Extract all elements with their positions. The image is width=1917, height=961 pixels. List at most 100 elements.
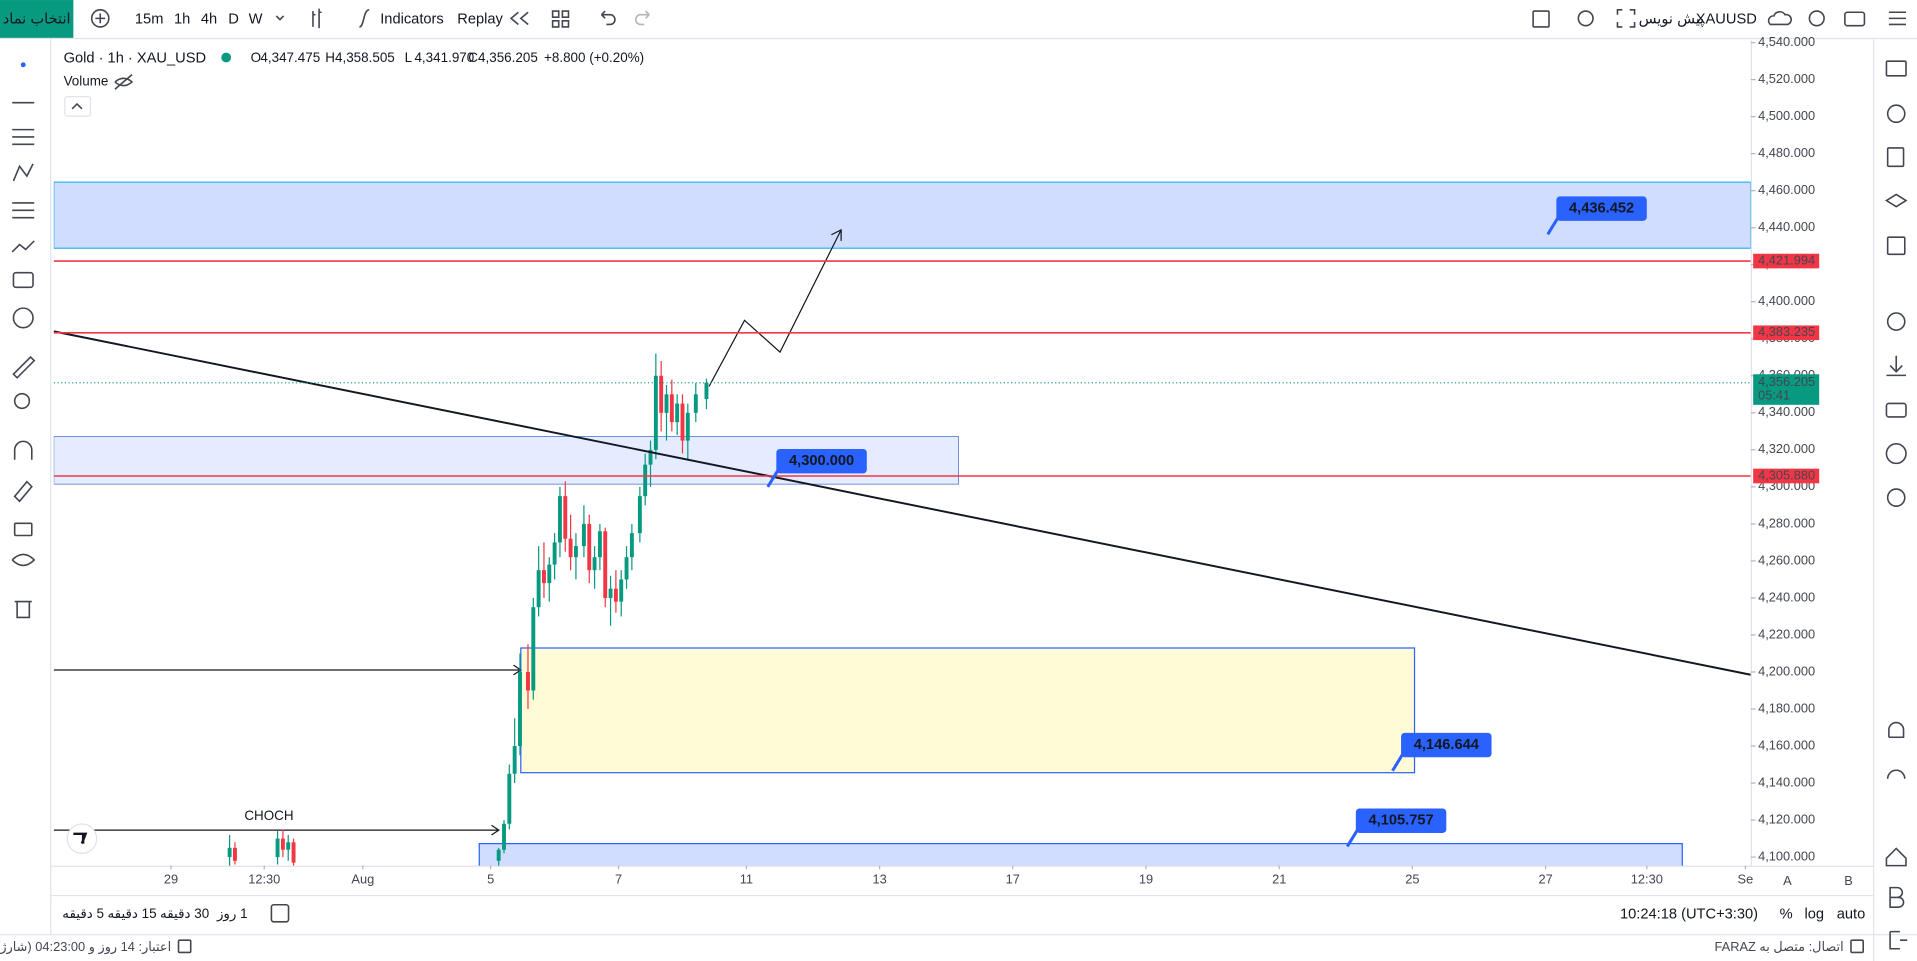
profile-icon[interactable]	[1885, 443, 1907, 465]
projection-tool[interactable]	[12, 202, 35, 219]
hide-tool[interactable]	[11, 553, 36, 567]
symbol-button-bg[interactable]	[0, 0, 74, 38]
volume-hidden-icon[interactable]	[114, 74, 134, 90]
collapse-chevron	[71, 102, 83, 110]
fib-tool[interactable]	[12, 128, 35, 146]
add-symbol-plus	[95, 13, 106, 24]
undo-icon[interactable]	[600, 10, 616, 26]
settings-icon[interactable]	[1808, 10, 1825, 27]
symbol-button[interactable]: انتخاب نماد	[3, 11, 71, 27]
alerts-icon[interactable]	[1886, 104, 1906, 124]
ruler-tool[interactable]	[12, 355, 36, 379]
camera-icon[interactable]	[1844, 11, 1866, 27]
timeframe[interactable]: 5 دقیقه	[62, 906, 104, 921]
candle-body	[291, 842, 296, 863]
replay-button[interactable]: Replay	[457, 11, 503, 27]
callout-label: 4,146.644	[1414, 737, 1480, 753]
level-tag	[1753, 253, 1820, 269]
level-tag	[1753, 325, 1820, 341]
y-tick-label: 4,280.000	[1758, 515, 1815, 530]
logo	[73, 832, 88, 845]
layout-icon[interactable]	[551, 10, 570, 28]
candle-body	[643, 464, 648, 497]
emoji-tool[interactable]	[12, 307, 34, 329]
candle-body	[496, 849, 501, 861]
indicators-button[interactable]: Indicators	[380, 11, 444, 27]
alert-icon[interactable]	[1577, 10, 1594, 27]
timeframe[interactable]: 30 دقیقه	[160, 906, 209, 921]
current-price-tag	[1753, 374, 1820, 405]
calendar-icon[interactable]	[1886, 236, 1906, 256]
notes-icon[interactable]	[1886, 147, 1905, 168]
collapse-legend[interactable]	[64, 95, 92, 117]
countdown: 05:41	[1758, 388, 1790, 403]
add-symbol-icon[interactable]	[90, 9, 110, 28]
replay-icon[interactable]	[509, 11, 529, 26]
y-tick-label: 4,520.000	[1758, 71, 1815, 86]
lock-tool[interactable]	[13, 522, 33, 537]
credit-icon	[177, 939, 192, 954]
candle-body	[629, 533, 634, 558]
ohlc-key: L	[405, 50, 413, 65]
interval[interactable]: D	[228, 11, 239, 27]
y-tick-label: 4,500.000	[1758, 108, 1815, 123]
pattern-tool[interactable]	[12, 163, 34, 182]
bell-icon[interactable]	[1888, 721, 1905, 739]
candle-body	[619, 579, 624, 602]
trendline	[53, 330, 1751, 676]
gear-icon[interactable]	[1886, 312, 1906, 331]
candle-body	[581, 523, 586, 547]
brush-tool[interactable]	[11, 240, 35, 253]
y-tick-label: 4,140.000	[1758, 774, 1815, 789]
callout-label: 4,300.000	[789, 453, 854, 469]
magnet-tool[interactable]	[13, 440, 33, 460]
interval[interactable]: 1h	[174, 11, 190, 27]
lock-drawing-tool[interactable]	[13, 480, 33, 503]
brand-icon[interactable]	[1889, 886, 1905, 908]
expand-icon[interactable]	[1616, 9, 1636, 28]
chart-type-icon[interactable]	[312, 8, 322, 29]
axis-option[interactable]: log	[1805, 906, 1825, 922]
interval[interactable]: 4h	[201, 11, 217, 27]
redo-icon[interactable]	[635, 10, 650, 26]
share-icon[interactable]	[1886, 488, 1906, 507]
y-tick-label: 4,120.000	[1758, 811, 1815, 826]
interval[interactable]: W	[249, 11, 263, 27]
interval[interactable]: 15m	[135, 11, 164, 27]
timeframe[interactable]: 1 روز	[216, 906, 248, 922]
cloud-icon[interactable]	[1767, 10, 1793, 26]
exit-icon[interactable]	[1889, 930, 1908, 950]
interval-dropdown[interactable]	[275, 15, 285, 21]
indicators-icon[interactable]	[359, 9, 370, 28]
candle-body	[624, 557, 629, 580]
menu-icon[interactable]	[1888, 11, 1906, 26]
fullscreen-icon[interactable]	[1532, 10, 1550, 28]
y-tick-label: 4,180.000	[1758, 700, 1815, 715]
candle-body	[680, 403, 685, 441]
axis-option[interactable]: %	[1780, 906, 1793, 922]
cursor-tool[interactable]	[20, 62, 26, 68]
layers-icon[interactable]	[1884, 193, 1908, 208]
callout-pointer	[1345, 829, 1359, 848]
level-label: 4,383.235	[1758, 324, 1815, 339]
watchlist-icon[interactable]	[1885, 60, 1907, 77]
candle-body	[507, 773, 512, 824]
callout-box	[1401, 732, 1492, 758]
zoom-tool[interactable]	[13, 392, 31, 410]
date-range-icon[interactable]	[270, 903, 290, 923]
download-icon[interactable]	[1886, 355, 1906, 377]
delete-tool[interactable]	[14, 600, 32, 619]
support-icon[interactable]	[1886, 769, 1906, 779]
card-icon[interactable]	[1885, 402, 1907, 418]
y-tick-label: 4,540.000	[1758, 34, 1815, 49]
home-icon[interactable]	[1885, 847, 1907, 867]
timeframe[interactable]: 15 دقیقه	[107, 906, 156, 921]
symbol-name[interactable]: XAUUSD	[1696, 11, 1757, 27]
y-tick-label: 4,320.000	[1758, 441, 1815, 456]
arrow-to-demand	[53, 664, 522, 676]
text-tool[interactable]	[12, 271, 34, 289]
x-tick-label: 13	[872, 872, 886, 887]
axis-option[interactable]: auto	[1837, 906, 1866, 922]
